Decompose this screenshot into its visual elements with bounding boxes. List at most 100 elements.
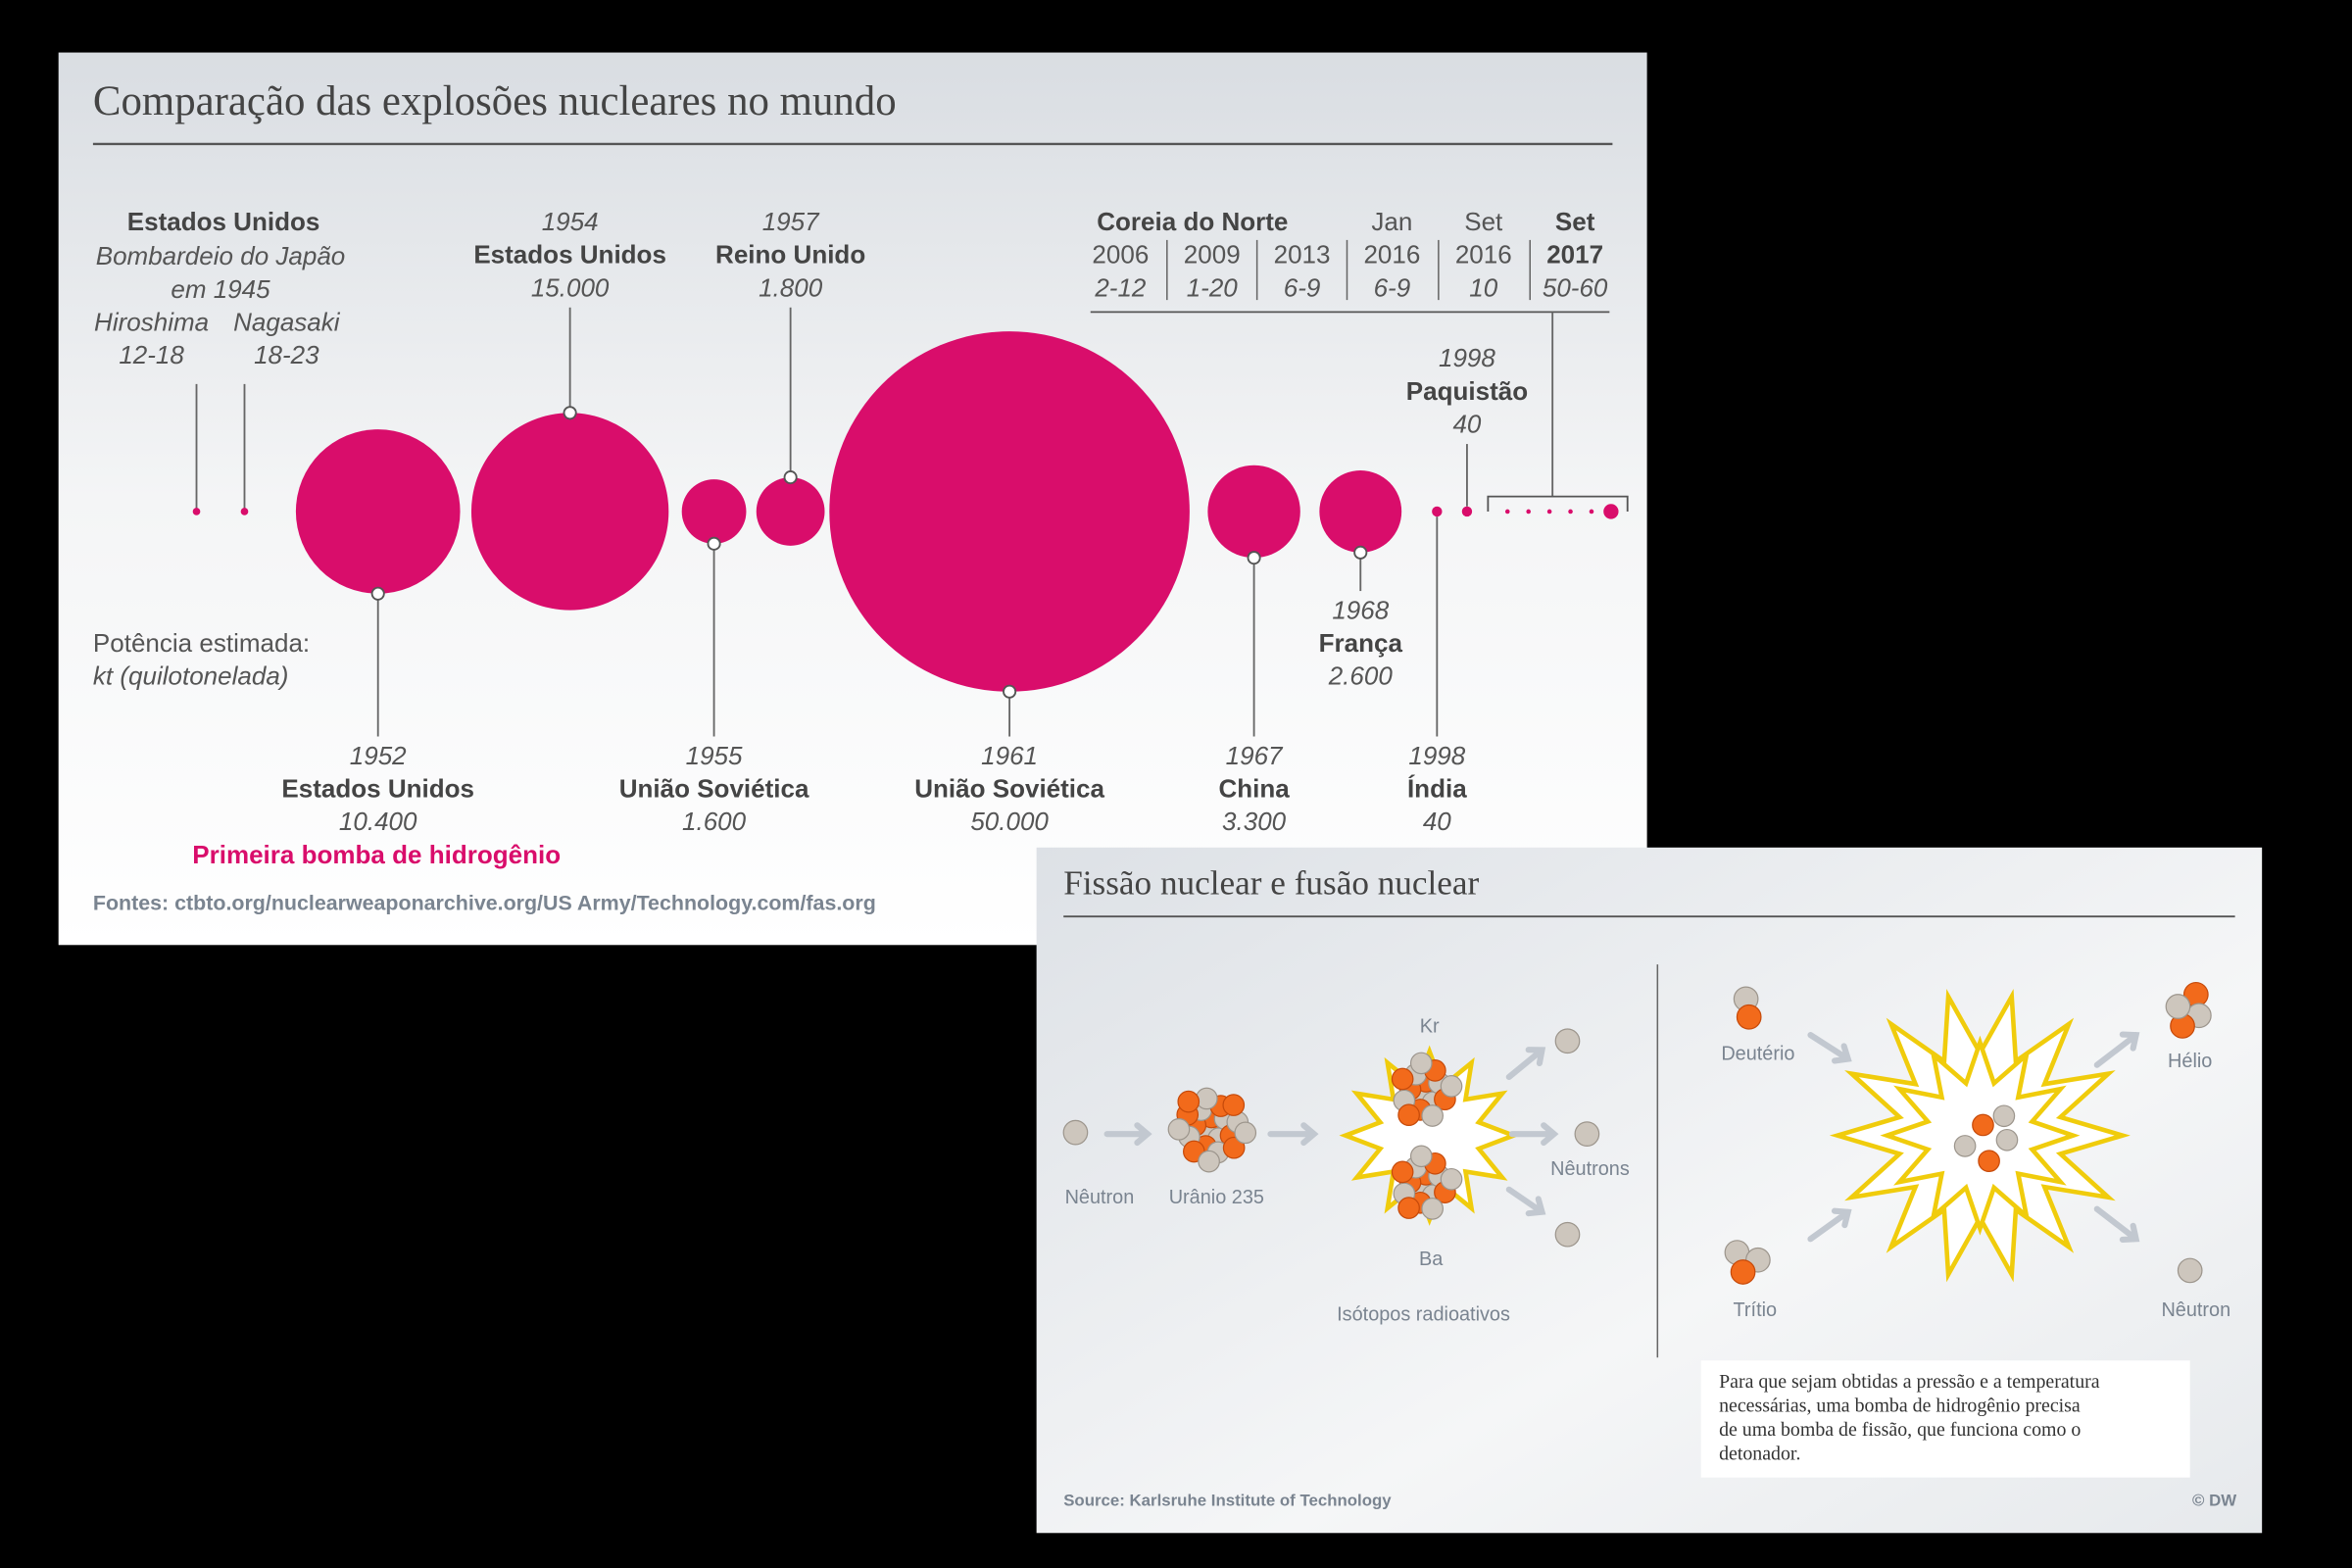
label: 2.600 bbox=[1328, 662, 1394, 691]
label: 3.300 bbox=[1222, 807, 1287, 836]
label: 2016 bbox=[1455, 240, 1512, 270]
label: 1954 bbox=[542, 207, 599, 236]
label: Estados Unidos bbox=[281, 774, 474, 804]
anchor-dot bbox=[563, 406, 577, 420]
label: 18-23 bbox=[254, 340, 319, 369]
label: 10 bbox=[1469, 272, 1497, 302]
particle bbox=[2177, 1257, 2203, 1284]
label: Estados Unidos bbox=[473, 240, 666, 270]
arrow bbox=[1807, 1032, 1852, 1064]
dot bbox=[1589, 509, 1594, 514]
label: © DW bbox=[2192, 1492, 2236, 1510]
title: Fissão nuclear e fusão nuclear bbox=[1063, 864, 1479, 903]
dot bbox=[192, 508, 201, 515]
label: Urânio 235 bbox=[1169, 1187, 1264, 1208]
label: 1.800 bbox=[759, 272, 823, 302]
label: Isótopos radioativos bbox=[1337, 1304, 1510, 1326]
note-line: de uma bomba de fissão, que funciona com… bbox=[1719, 1419, 2081, 1441]
label: 2006 bbox=[1092, 240, 1149, 270]
label: Nêutron bbox=[1065, 1187, 1135, 1208]
particle bbox=[1736, 1004, 1762, 1030]
bubble bbox=[1207, 465, 1300, 559]
particle bbox=[1440, 1167, 1463, 1191]
dot bbox=[1568, 509, 1573, 514]
label: Set bbox=[1555, 207, 1595, 236]
bubble bbox=[1461, 506, 1473, 517]
label: Bombardeio do Japão bbox=[96, 241, 346, 270]
label: 2009 bbox=[1184, 240, 1241, 270]
label: Deutério bbox=[1721, 1043, 1794, 1064]
label: Kr bbox=[1420, 1016, 1440, 1038]
anchor-dot bbox=[1353, 545, 1368, 560]
arrow bbox=[2093, 1205, 2140, 1243]
label: Nêutrons bbox=[1550, 1158, 1630, 1180]
label: União Soviética bbox=[619, 774, 809, 804]
bracket bbox=[1487, 495, 1629, 512]
note-line: necessárias, uma bomba de hidrogênio pre… bbox=[1719, 1395, 2081, 1416]
title: Comparação das explosões nucleares no mu… bbox=[93, 78, 897, 124]
arrow bbox=[1103, 1122, 1152, 1147]
particle bbox=[1554, 1028, 1581, 1054]
bubble bbox=[681, 479, 747, 544]
bubble bbox=[470, 413, 669, 611]
bubble bbox=[295, 429, 461, 594]
label: Jan bbox=[1371, 207, 1412, 236]
particle bbox=[1167, 1118, 1191, 1141]
label: Coreia do Norte bbox=[1097, 207, 1288, 236]
anchor-dot bbox=[1247, 551, 1261, 565]
particle bbox=[1972, 1113, 1994, 1137]
particle bbox=[1397, 1197, 1420, 1219]
particle bbox=[1574, 1121, 1600, 1148]
bubble bbox=[756, 477, 825, 546]
label: 1961 bbox=[981, 741, 1038, 770]
label: 2016 bbox=[1363, 240, 1420, 270]
burst bbox=[1339, 1045, 1520, 1226]
arrow bbox=[1508, 1122, 1559, 1147]
label: Nêutron bbox=[2161, 1299, 2230, 1321]
particle bbox=[1421, 1104, 1444, 1127]
dot bbox=[1603, 504, 1619, 519]
label: 15.000 bbox=[531, 272, 610, 302]
particle bbox=[1198, 1150, 1220, 1173]
label: Hélio bbox=[2168, 1051, 2212, 1072]
particle bbox=[1177, 1090, 1200, 1113]
particle bbox=[1953, 1135, 1977, 1157]
label: União Soviética bbox=[914, 774, 1104, 804]
label: 50-60 bbox=[1543, 272, 1608, 302]
label: 1998 bbox=[1408, 741, 1465, 770]
label: 50.000 bbox=[970, 807, 1049, 836]
particle bbox=[1554, 1221, 1581, 1248]
particle bbox=[1409, 1145, 1433, 1168]
dot bbox=[1546, 509, 1552, 514]
arrow bbox=[1807, 1207, 1852, 1243]
label: 1-20 bbox=[1187, 272, 1239, 302]
label: Trítio bbox=[1734, 1299, 1778, 1321]
dot bbox=[1504, 509, 1510, 514]
arrow bbox=[2093, 1031, 2140, 1068]
label: Primeira bomba de hidrogênio bbox=[192, 840, 561, 869]
particle bbox=[1409, 1052, 1433, 1075]
anchor-dot bbox=[370, 586, 385, 601]
arrow bbox=[1267, 1122, 1319, 1147]
label: 10.400 bbox=[339, 807, 417, 836]
label: 1.600 bbox=[682, 807, 747, 836]
particle bbox=[1391, 1067, 1414, 1091]
particle bbox=[1992, 1104, 2016, 1128]
particle bbox=[1062, 1119, 1089, 1146]
label: 40 bbox=[1423, 807, 1451, 836]
note-line: Para que sejam obtidas a pressão e a tem… bbox=[1719, 1371, 2100, 1393]
particle bbox=[1234, 1121, 1257, 1145]
anchor-dot bbox=[707, 536, 721, 551]
explosion-chart: Estados Unidos Bombardeio do Japão em 1945… bbox=[93, 207, 1629, 915]
arrow bbox=[1505, 1047, 1546, 1081]
bubble bbox=[1432, 506, 1443, 517]
label: em 1945 bbox=[171, 274, 270, 304]
particle bbox=[1222, 1136, 1246, 1159]
label: Nagasaki bbox=[233, 307, 341, 336]
label: 1955 bbox=[686, 741, 743, 770]
particle bbox=[1421, 1198, 1444, 1220]
label: 1967 bbox=[1226, 741, 1284, 770]
label: 12-18 bbox=[119, 340, 184, 369]
particle bbox=[1995, 1128, 2019, 1152]
